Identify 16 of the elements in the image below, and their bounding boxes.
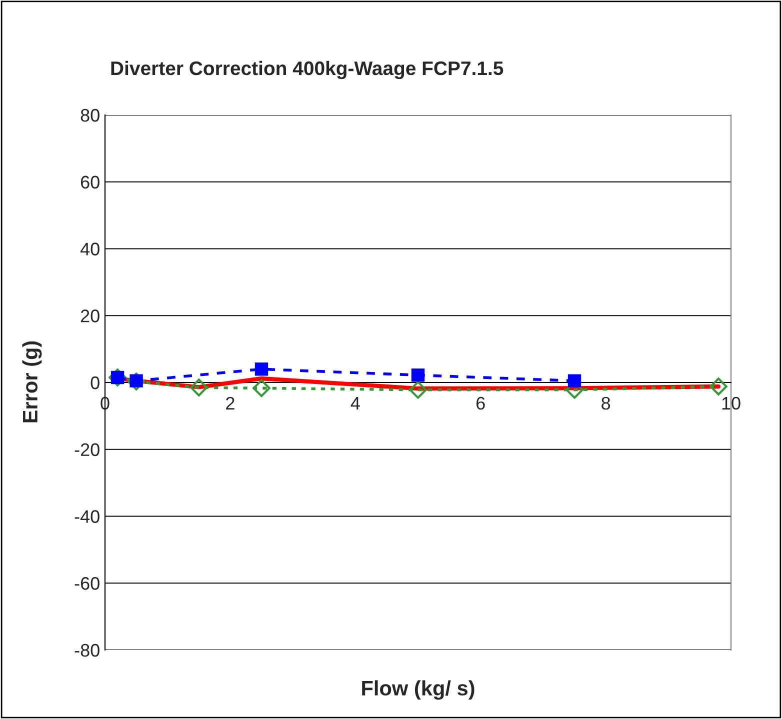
y-tick-label: -20 bbox=[74, 443, 100, 456]
y-tick-label: 60 bbox=[80, 176, 100, 189]
y-tick-label: 0 bbox=[90, 376, 100, 390]
y-axis-title: Error (g) bbox=[22, 341, 42, 422]
y-tick-label: -80 bbox=[74, 644, 100, 657]
x-tick-label: 4 bbox=[350, 397, 360, 410]
y-tick-label: -40 bbox=[74, 510, 100, 523]
y-tick-label: -60 bbox=[74, 577, 100, 590]
y-tick-label: 80 bbox=[80, 108, 100, 122]
x-tick-label: 8 bbox=[602, 396, 610, 410]
y-tick-label: 40 bbox=[80, 242, 100, 256]
x-axis-title: Flow (kg/ s) bbox=[362, 680, 474, 700]
chart-title: Diverter Correction 400kg-Waage FCP7.1.5 bbox=[111, 60, 504, 80]
x-tick-label: 2 bbox=[226, 396, 234, 410]
x-tick-label: 6 bbox=[476, 396, 485, 410]
y-tick-label: 20 bbox=[80, 310, 100, 322]
